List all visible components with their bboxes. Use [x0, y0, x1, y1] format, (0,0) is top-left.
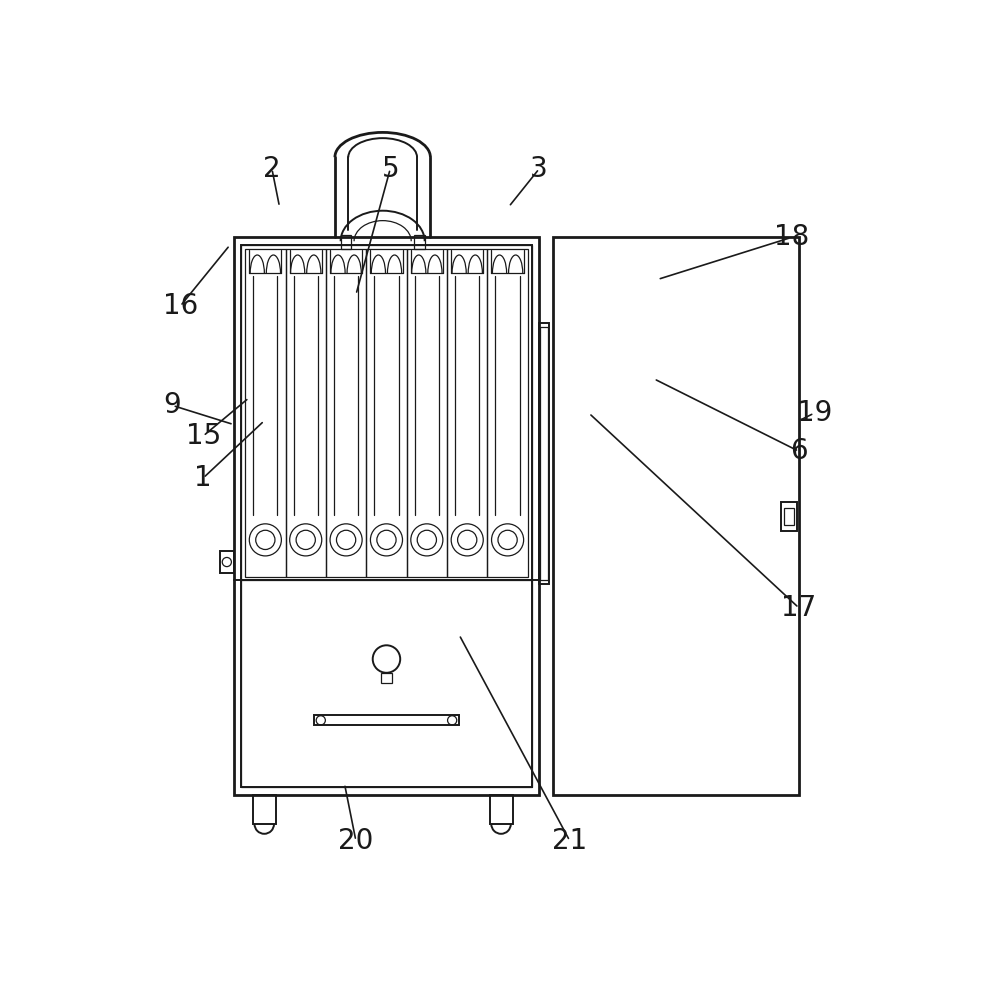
Text: 15: 15: [186, 422, 221, 450]
Bar: [487, 249, 528, 576]
Bar: [241, 580, 532, 788]
Text: 9: 9: [164, 392, 181, 420]
Bar: [553, 237, 799, 795]
Text: 20: 20: [338, 827, 374, 855]
Bar: [245, 249, 286, 576]
Bar: [407, 249, 447, 576]
Bar: [490, 795, 512, 824]
Bar: [286, 249, 326, 576]
Bar: [241, 245, 532, 788]
Bar: [784, 508, 794, 525]
Text: 16: 16: [163, 293, 198, 320]
Bar: [539, 323, 549, 584]
Bar: [781, 502, 797, 531]
Bar: [234, 237, 539, 795]
Bar: [253, 795, 276, 824]
Bar: [341, 235, 351, 249]
Bar: [540, 327, 548, 580]
Text: 18: 18: [774, 223, 809, 251]
Bar: [241, 245, 532, 580]
Text: 19: 19: [797, 399, 832, 428]
Bar: [220, 552, 234, 572]
Text: 3: 3: [530, 155, 548, 183]
Bar: [314, 715, 459, 725]
Bar: [381, 673, 392, 683]
Bar: [326, 249, 366, 576]
Text: 5: 5: [381, 155, 399, 183]
Text: 6: 6: [790, 437, 808, 465]
Text: 1: 1: [194, 464, 212, 492]
Bar: [414, 235, 425, 249]
Text: 17: 17: [781, 594, 817, 622]
Text: 21: 21: [552, 827, 587, 855]
Bar: [366, 249, 407, 576]
Bar: [447, 249, 487, 576]
Text: 2: 2: [263, 155, 281, 183]
